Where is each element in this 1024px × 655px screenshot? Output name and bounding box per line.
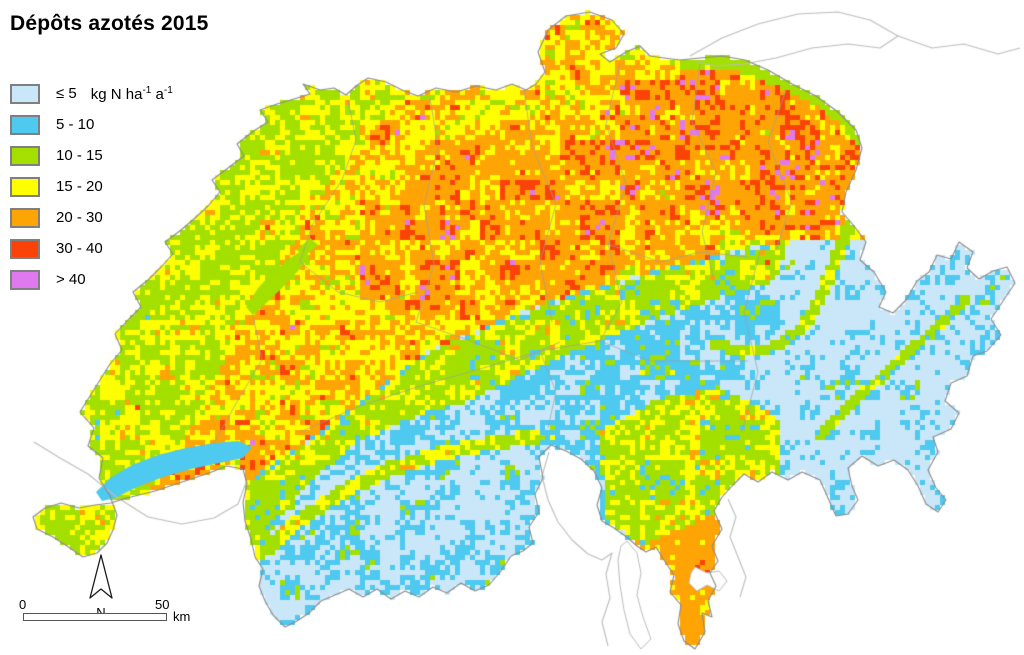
legend-swatch: [10, 114, 40, 135]
legend-unit: kg N ha-1 a-1: [91, 85, 173, 103]
legend-swatch: [10, 176, 40, 197]
legend-swatch: [10, 238, 40, 259]
legend-swatch: [10, 207, 40, 228]
scale-bar: [23, 613, 167, 621]
legend-item: 10 - 15: [10, 140, 173, 171]
scale-unit-label: km: [173, 609, 191, 624]
scale-start-label: 0: [19, 597, 27, 612]
legend-unit-sup: -1: [163, 84, 173, 96]
north-label: N: [80, 605, 122, 620]
legend-item-label: 10 - 15: [56, 147, 103, 164]
legend-item-label: 20 - 30: [56, 209, 103, 226]
north-arrow-icon: [89, 554, 113, 599]
legend-item: 20 - 30: [10, 202, 173, 233]
legend-unit-sup: -1: [142, 84, 152, 96]
legend-swatch: [10, 83, 40, 104]
legend-item-label: 30 - 40: [56, 240, 103, 257]
legend-item: 30 - 40: [10, 233, 173, 264]
legend-swatch: [10, 269, 40, 290]
legend-item-label: > 40: [56, 271, 86, 288]
legend-item: 15 - 20: [10, 171, 173, 202]
legend-unit-text: kg N ha: [90, 85, 143, 103]
legend: ≤ 5 kg N ha-1 a-1 5 - 10 10 - 15 15 - 20…: [10, 78, 173, 295]
legend-item-label: ≤ 5: [56, 85, 77, 102]
legend-item-label: 5 - 10: [56, 116, 95, 133]
scale-end-label: 50: [155, 597, 170, 612]
north-arrow: N: [80, 552, 122, 620]
legend-item: > 40: [10, 264, 173, 295]
legend-item: ≤ 5 kg N ha-1 a-1: [10, 78, 173, 109]
legend-item: 5 - 10: [10, 109, 173, 140]
map-title: Dépôts azotés 2015: [10, 12, 209, 35]
legend-unit-text: a: [151, 85, 164, 103]
legend-swatch: [10, 145, 40, 166]
legend-item-label: 15 - 20: [56, 178, 103, 195]
